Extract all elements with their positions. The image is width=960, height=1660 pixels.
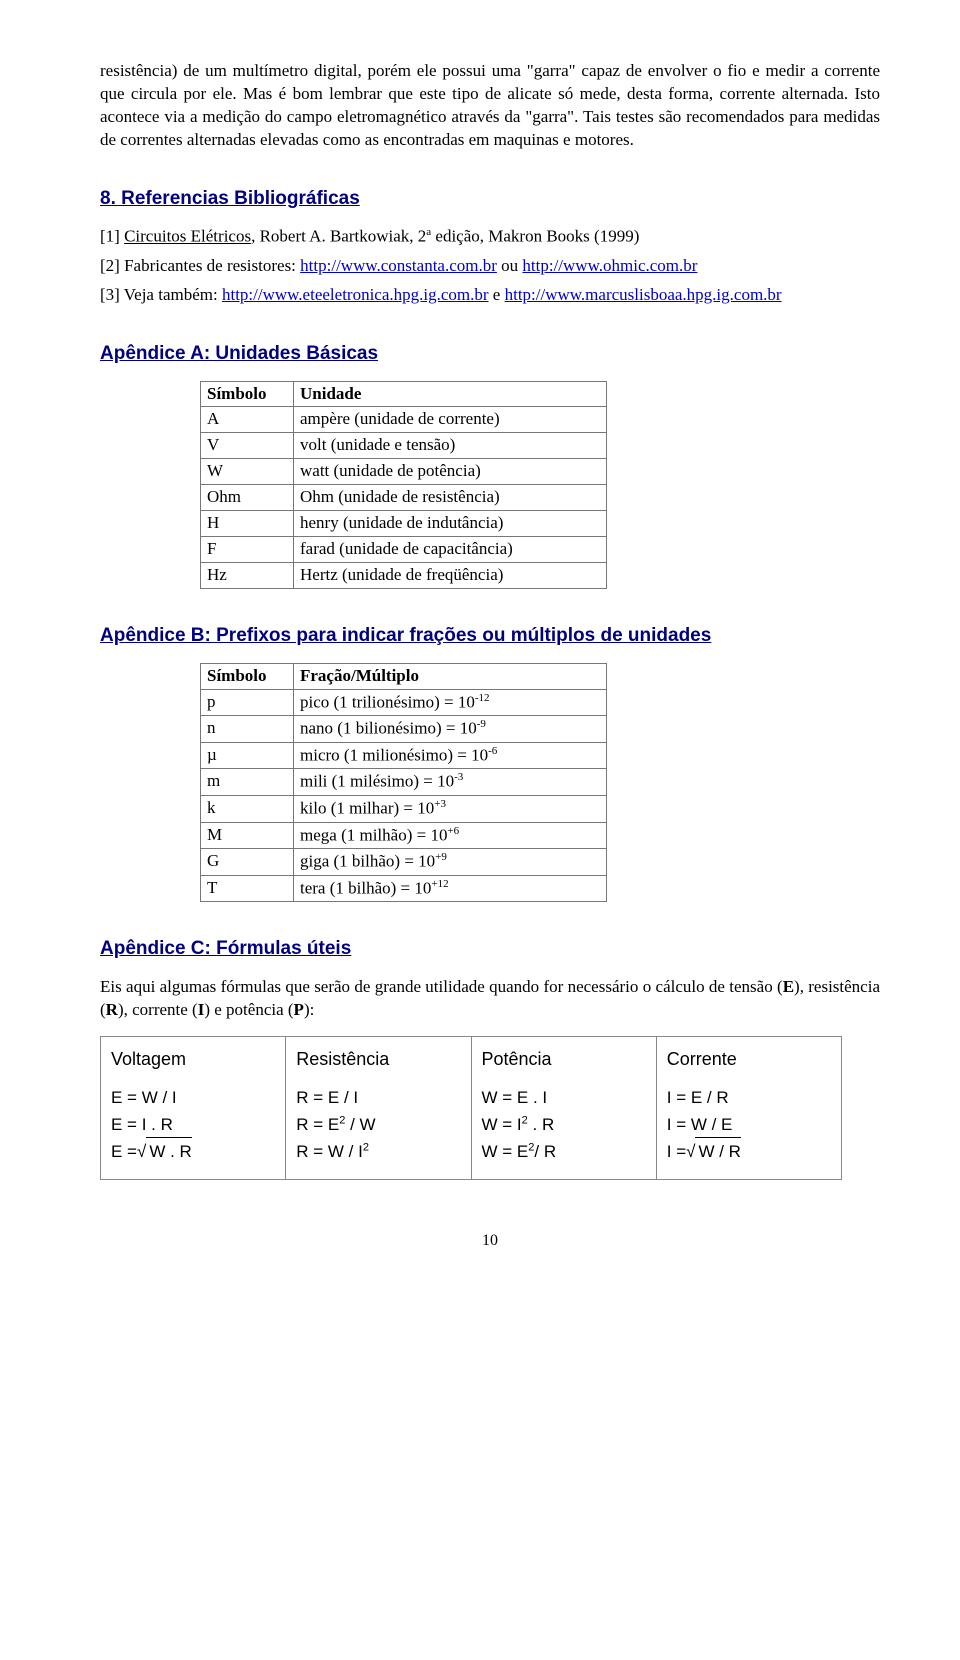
formula-row: W = E . I [482,1084,646,1111]
cell-symbol: M [201,822,294,849]
table-row: Aampère (unidade de corrente) [201,407,607,433]
reference-1: [1] Circuitos Elétricos, Robert A. Bartk… [100,225,880,249]
formula-row: I = W / E [667,1111,831,1138]
cell-unit: ampère (unidade de corrente) [294,407,607,433]
cell-symbol: n [201,716,294,743]
formula-row: R = E2 / W [296,1111,460,1138]
cell-fraction: nano (1 bilionésimo) = 10-9 [294,716,607,743]
cell-unit: Hertz (unidade de freqüência) [294,563,607,589]
appA-header-unit: Unidade [294,381,607,407]
cell-symbol: H [201,511,294,537]
appendix-c-paragraph: Eis aqui algumas fórmulas que serão de g… [100,976,880,1022]
cell-symbol: k [201,795,294,822]
reference-2: [2] Fabricantes de resistores: http://ww… [100,255,880,278]
table-row: mmili (1 milésimo) = 10-3 [201,769,607,796]
ref1-prefix: [1] [100,227,124,246]
ref3-link-2[interactable]: http://www.marcuslisboaa.hpg.ig.com.br [505,285,782,304]
appA-header-symbol: Símbolo [201,381,294,407]
table-row: nnano (1 bilionésimo) = 10-9 [201,716,607,743]
appendix-a-table: Símbolo Unidade Aampère (unidade de corr… [200,381,607,590]
cell-unit: Ohm (unidade de resistência) [294,485,607,511]
cell-symbol: W [201,459,294,485]
table-row: Mmega (1 milhão) = 10+6 [201,822,607,849]
ref1-mid: , Robert A. Bartkowiak, 2 [251,227,426,246]
table-row: HzHertz (unidade de freqüência) [201,563,607,589]
cell-unit: henry (unidade de indutância) [294,511,607,537]
formula-row: W = I2 . R [482,1111,646,1138]
ref2-link-1[interactable]: http://www.constanta.com.br [300,256,497,275]
table-row: Hhenry (unidade de indutância) [201,511,607,537]
cell-symbol: Hz [201,563,294,589]
reference-3: [3] Veja também: http://www.eteeletronic… [100,284,880,307]
cell-symbol: A [201,407,294,433]
cell-unit: farad (unidade de capacitância) [294,537,607,563]
formula-row: I =√ W / R [667,1138,831,1165]
ref3-mid: e [489,285,505,304]
cell-symbol: µ [201,742,294,769]
formula-col-voltage: Voltagem E = W / I E = I . R E =√ W . R [101,1037,286,1179]
appendix-b-table: Símbolo Fração/Múltiplo ppico (1 trilion… [200,663,607,903]
formula-row: W = E2/ R [482,1138,646,1165]
cell-symbol: m [201,769,294,796]
cell-fraction: kilo (1 milhar) = 10+3 [294,795,607,822]
appB-header-fraction: Fração/Múltiplo [294,663,607,689]
cell-fraction: mega (1 milhão) = 10+6 [294,822,607,849]
cell-fraction: micro (1 milionésimo) = 10-6 [294,742,607,769]
appendix-c-title: Apêndice C: Fórmulas úteis [100,936,880,962]
cell-fraction: giga (1 bilhão) = 10+9 [294,849,607,876]
formula-table: Voltagem E = W / I E = I . R E =√ W . R … [100,1036,842,1180]
cell-unit: watt (unidade de potência) [294,459,607,485]
appendix-b-title: Apêndice B: Prefixos para indicar fraçõe… [100,623,880,649]
table-row: Ggiga (1 bilhão) = 10+9 [201,849,607,876]
ref3-link-1[interactable]: http://www.eteeletronica.hpg.ig.com.br [222,285,489,304]
table-row: kkilo (1 milhar) = 10+3 [201,795,607,822]
ref1-title: Circuitos Elétricos [124,227,251,246]
table-row: Ttera (1 bilhão) = 10+12 [201,875,607,902]
table-row: ppico (1 trilionésimo) = 10-12 [201,689,607,716]
formula-header: Voltagem [111,1045,275,1074]
formula-row: E = W / I [111,1084,275,1111]
formula-row: I = E / R [667,1084,831,1111]
cell-symbol: p [201,689,294,716]
table-row: Vvolt (unidade e tensão) [201,433,607,459]
page-number: 10 [100,1230,880,1252]
table-row: µmicro (1 milionésimo) = 10-6 [201,742,607,769]
ref2-mid: ou [497,256,523,275]
cell-symbol: Ohm [201,485,294,511]
section-8-title: 8. Referencias Bibliográficas [100,186,880,212]
cell-fraction: mili (1 milésimo) = 10-3 [294,769,607,796]
table-row: OhmOhm (unidade de resistência) [201,485,607,511]
formula-row: E =√ W . R [111,1138,275,1165]
cell-symbol: T [201,875,294,902]
ref1-end: edição, Makron Books (1999) [431,227,639,246]
formula-col-resistance: Resistência R = E / I R = E2 / W R = W /… [286,1037,471,1179]
table-row: Wwatt (unidade de potência) [201,459,607,485]
cell-unit: volt (unidade e tensão) [294,433,607,459]
appendix-a-title: Apêndice A: Unidades Básicas [100,341,880,367]
cell-symbol: G [201,849,294,876]
cell-symbol: V [201,433,294,459]
ref2-link-2[interactable]: http://www.ohmic.com.br [522,256,697,275]
formula-col-power: Potência W = E . I W = I2 . R W = E2/ R [472,1037,657,1179]
cell-fraction: tera (1 bilhão) = 10+12 [294,875,607,902]
cell-symbol: F [201,537,294,563]
formula-row: R = E / I [296,1084,460,1111]
formula-header: Potência [482,1045,646,1074]
ref3-prefix: [3] Veja também: [100,285,222,304]
appB-header-symbol: Símbolo [201,663,294,689]
formula-col-current: Corrente I = E / R I = W / E I =√ W / R [657,1037,841,1179]
cell-fraction: pico (1 trilionésimo) = 10-12 [294,689,607,716]
intro-paragraph: resistência) de um multímetro digital, p… [100,60,880,152]
formula-row: E = I . R [111,1111,275,1138]
ref2-prefix: [2] Fabricantes de resistores: [100,256,300,275]
table-row: Ffarad (unidade de capacitância) [201,537,607,563]
formula-header: Resistência [296,1045,460,1074]
formula-row: R = W / I2 [296,1138,460,1165]
formula-header: Corrente [667,1045,831,1074]
